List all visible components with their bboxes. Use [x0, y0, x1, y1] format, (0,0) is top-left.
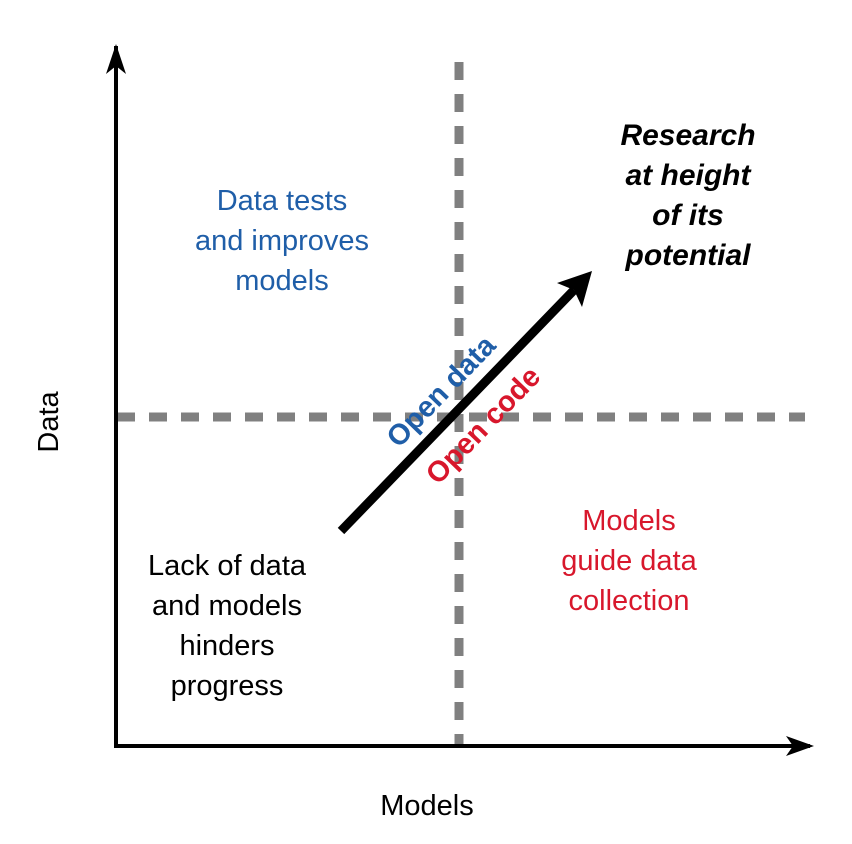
- quadrant-top-left: Data tests and improves models: [195, 185, 369, 297]
- quadrant-bottom-left: Lack of data and models hinders progress: [148, 550, 307, 702]
- x-axis-label: Models: [380, 790, 474, 822]
- quadrant-text-line: and improves: [195, 225, 369, 257]
- goal-text-line: of its: [652, 199, 724, 232]
- quadrant-bottom-right: Models guide data collection: [561, 505, 697, 617]
- quadrant-text-line: progress: [171, 670, 284, 702]
- quadrant-text-line: models: [235, 265, 329, 297]
- quadrant-text-line: Models: [582, 505, 676, 537]
- quadrant-text-line: and models: [152, 590, 302, 622]
- goal-text-line: potential: [625, 239, 752, 272]
- x-axis-arrowhead: [786, 736, 814, 756]
- quadrant-text-line: Lack of data: [148, 550, 307, 582]
- progress-arrowhead: [557, 271, 592, 307]
- y-axis-arrowhead: [106, 44, 126, 74]
- quadrant-text-line: hinders: [179, 630, 274, 662]
- quadrant-text-line: collection: [569, 585, 690, 617]
- progress-arrow: [337, 286, 578, 535]
- goal-text: Research at height of its potential: [620, 119, 755, 272]
- quadrant-text-line: Data tests: [217, 185, 348, 217]
- quadrant-text-line: guide data: [561, 545, 697, 577]
- goal-text-line: Research: [620, 119, 755, 152]
- goal-text-line: at height: [626, 159, 753, 192]
- y-axis-label: Data: [33, 391, 65, 453]
